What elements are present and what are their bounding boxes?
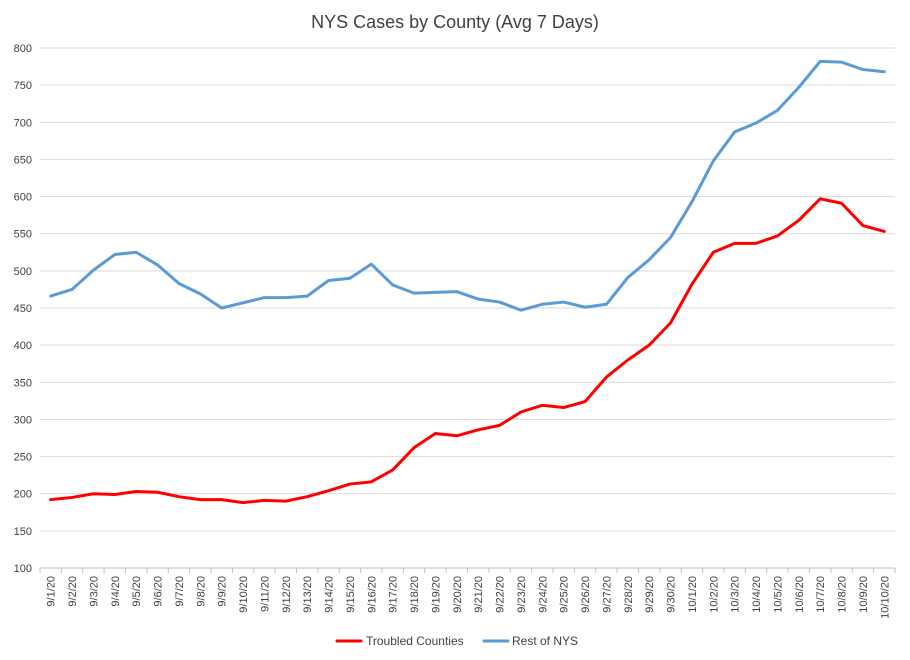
series-lines: [49, 59, 886, 505]
x-tick-label: 10/3/20: [730, 576, 742, 613]
x-tick-label: 9/2/20: [67, 576, 79, 607]
x-tick-label: 9/22/20: [495, 576, 507, 613]
x-tick-label: 9/18/20: [409, 576, 421, 613]
x-tick-label: 9/27/20: [601, 576, 613, 613]
y-tick-label: 500: [14, 266, 32, 278]
y-tick-label: 150: [14, 526, 32, 538]
x-tick-label: 9/8/20: [195, 576, 207, 607]
x-tick-label: 10/5/20: [772, 576, 784, 613]
x-tick-label: 9/24/20: [537, 576, 549, 613]
gridlines: [40, 47, 895, 532]
x-tick-label: 10/2/20: [708, 576, 720, 613]
y-tick-label: 250: [14, 452, 32, 464]
y-tick-label: 700: [14, 117, 32, 129]
chart-title: NYS Cases by County (Avg 7 Days): [311, 12, 599, 32]
x-tick-label: 10/10/20: [879, 576, 891, 619]
series-line-rest-of-nys: [49, 59, 886, 312]
y-tick-label: 800: [14, 43, 32, 55]
y-tick-label: 300: [14, 414, 32, 426]
x-tick-label: 9/9/20: [217, 576, 229, 607]
y-axis: 100 150 200 250 300 350 400 450 500 550 600 650 700 7…: [14, 43, 32, 575]
x-tick-label: 9/28/20: [623, 576, 635, 613]
x-tick-label: 9/26/20: [580, 576, 592, 613]
x-tick-label: 9/29/20: [644, 576, 656, 613]
legend-label: Troubled Counties: [366, 634, 464, 648]
y-tick-label: 350: [14, 377, 32, 389]
y-tick-label: 650: [14, 154, 32, 166]
x-tick-label: 9/19/20: [430, 576, 442, 613]
x-tick-label: 9/3/20: [88, 576, 100, 607]
x-tick-label: 9/11/20: [259, 576, 271, 612]
y-tick-label: 600: [14, 192, 32, 204]
x-tick-label: 9/12/20: [281, 576, 293, 613]
y-tick-label: 750: [14, 80, 32, 92]
x-tick-label: 9/15/20: [345, 576, 357, 613]
x-tick-label: 9/10/20: [238, 576, 250, 613]
x-tick-label: 9/14/20: [324, 576, 336, 613]
x-tick-label: 9/4/20: [110, 576, 122, 607]
x-tick-label: 9/6/20: [153, 576, 165, 607]
legend-label: Rest of NYS: [512, 634, 578, 648]
x-tick-label: 9/21/20: [473, 576, 485, 613]
x-tick-label: 10/6/20: [794, 576, 806, 613]
x-tick-label: 9/16/20: [366, 576, 378, 613]
x-tick-label: 10/9/20: [858, 576, 870, 613]
x-axis: 9/1/20 9/2/20 9/3/20 9/4/20 9/5/20 9/6/20 9/7/…: [39, 567, 896, 619]
x-tick-label: 9/17/20: [388, 576, 400, 613]
y-tick-label: 450: [14, 303, 32, 315]
x-tick-label: 9/1/20: [46, 576, 58, 607]
x-tick-label: 9/7/20: [174, 576, 186, 607]
y-tick-label: 200: [14, 489, 32, 501]
legend: Troubled Counties Rest of NYS: [335, 634, 578, 648]
y-tick-label: 400: [14, 340, 32, 352]
x-tick-label: 9/30/20: [666, 576, 678, 613]
y-tick-label: 100: [14, 563, 32, 575]
x-tick-label: 9/5/20: [131, 576, 143, 607]
series-line-troubled-counties: [49, 197, 886, 505]
x-tick-label: 10/8/20: [837, 576, 849, 613]
x-tick-label: 10/4/20: [751, 576, 763, 613]
x-tick-label: 10/1/20: [687, 576, 699, 613]
x-tick-label: 10/7/20: [815, 576, 827, 613]
x-tick-label: 9/23/20: [516, 576, 528, 613]
y-tick-label: 550: [14, 229, 32, 241]
x-tick-label: 9/13/20: [302, 576, 314, 613]
x-tick-label: 9/25/20: [559, 576, 571, 613]
x-tick-label: 9/20/20: [452, 576, 464, 613]
